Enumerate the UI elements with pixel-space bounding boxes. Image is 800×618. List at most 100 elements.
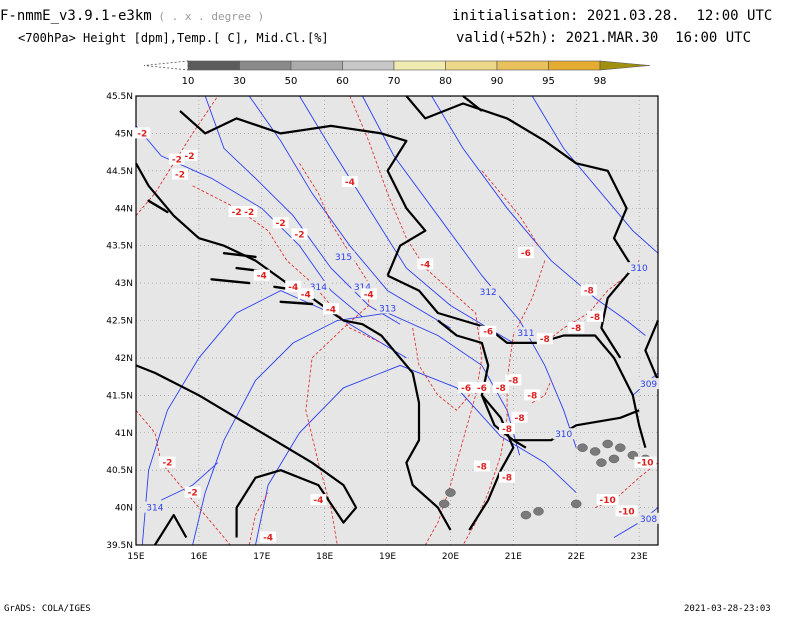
cloud-patch xyxy=(596,458,607,467)
temperature-contour-label: -4 xyxy=(301,290,311,300)
height-contour-label: 314 xyxy=(310,283,327,293)
height-label-bg xyxy=(351,280,374,292)
coast-border-line xyxy=(179,110,427,277)
height-label-bg xyxy=(332,250,355,262)
height-label-bg xyxy=(637,512,660,524)
temperature-contour-label: -2 xyxy=(295,230,305,240)
temp-label-bg xyxy=(181,149,198,161)
cloud-patch xyxy=(589,447,601,456)
height-contour xyxy=(531,95,659,254)
height-label-bg xyxy=(552,428,575,440)
temp-label-bg xyxy=(417,258,434,270)
colorbar-tick-label: 70 xyxy=(388,76,401,87)
colorbar-tick-label: 98 xyxy=(594,76,607,87)
temperature-contour-label: -8 xyxy=(502,474,512,484)
temp-label-bg xyxy=(568,321,585,333)
height-contour xyxy=(431,95,646,336)
temperature-contour-label: -8 xyxy=(508,376,518,386)
temperature-contour xyxy=(349,95,483,546)
colorbar-tick-label: 80 xyxy=(439,76,452,87)
latitude-label: 42.5N xyxy=(106,317,133,327)
latitude-label: 39.5N xyxy=(106,541,133,551)
colorbar-tick-label: 90 xyxy=(491,76,504,87)
height-label-bg xyxy=(514,327,537,339)
temp-label-bg xyxy=(241,205,258,217)
temp-label-bg xyxy=(310,494,327,506)
temp-label-bg xyxy=(580,284,597,296)
longitude-label: 23E xyxy=(631,552,648,562)
temperature-contour-label: -8 xyxy=(527,391,537,401)
temperature-contour-label: -4 xyxy=(263,534,273,544)
temp-label-bg xyxy=(458,381,475,393)
temperature-contour-label: -8 xyxy=(584,287,594,297)
coast-border-line xyxy=(644,320,660,381)
coast-border-line xyxy=(153,513,188,546)
latitude-label: 40N xyxy=(115,504,133,514)
temperature-contour-label: -8 xyxy=(496,384,506,394)
temperature-contour-label: -2 xyxy=(162,459,172,469)
longitude-label: 17E xyxy=(253,552,270,562)
colorbar-tick-label: 50 xyxy=(285,76,298,87)
longitude-label: 20E xyxy=(442,552,459,562)
temperature-contour-label: -2 xyxy=(172,156,182,166)
temperature-contour xyxy=(531,380,552,404)
coast-border-line xyxy=(405,95,634,359)
cloud-patch xyxy=(533,507,544,516)
height-contour xyxy=(192,312,521,546)
temperature-contour-label: -8 xyxy=(477,462,487,472)
temperature-contour-label: -4 xyxy=(420,260,430,270)
longitude-label: 16E xyxy=(190,552,207,562)
field-description: <700hPa> Height [dpm],Temp.[ C], Mid.Cl.… xyxy=(18,31,329,45)
valid-time: valid(+52h): 2021.MAR.30 16:00 UTC xyxy=(456,30,752,46)
temp-label-bg xyxy=(297,288,314,300)
height-contour-label: 314 xyxy=(146,504,163,514)
temperature-contour-label: -6 xyxy=(477,384,487,394)
temp-label-bg xyxy=(473,460,490,472)
temp-label-bg xyxy=(159,456,176,468)
latitude-label: 43N xyxy=(115,279,133,289)
temperature-contour-label: -10 xyxy=(637,459,653,469)
colorbar-high-arrow xyxy=(599,60,651,71)
temp-label-bg xyxy=(272,217,289,229)
temp-label-bg xyxy=(587,310,604,322)
temperature-contour-label: -4 xyxy=(313,496,323,506)
latitude-label: 45N xyxy=(115,129,133,139)
temp-label-bg xyxy=(285,280,302,292)
temp-label-bg xyxy=(134,127,151,139)
height-contour-label: 312 xyxy=(480,288,497,298)
cloud-colorbar: 10 30 50 60 70 80 90 95 98 xyxy=(143,60,651,87)
cloud-patch xyxy=(577,443,588,452)
cloud-patch xyxy=(615,443,626,452)
temp-label-bg xyxy=(291,228,308,240)
height-contour xyxy=(141,290,407,546)
cloud-patch xyxy=(445,488,456,497)
coast-border-line xyxy=(135,364,358,538)
temp-label-bg xyxy=(360,288,377,300)
temp-label-bg xyxy=(228,205,245,217)
longitude-label: 21E xyxy=(505,552,522,562)
latitude-label: 43.5N xyxy=(106,242,133,252)
colorbar-tick-label: 10 xyxy=(182,76,195,87)
temp-label-bg xyxy=(341,176,358,188)
temperature-contour-label: -2 xyxy=(175,171,185,181)
height-label-bg xyxy=(143,501,166,513)
height-contour xyxy=(135,125,363,318)
temp-label-bg xyxy=(473,381,490,393)
coast-border-line xyxy=(468,394,515,531)
height-contour-label: 309 xyxy=(640,380,657,390)
latitude-label: 41N xyxy=(115,429,133,439)
cloud-patch xyxy=(602,439,613,449)
temp-label-bg xyxy=(511,411,528,423)
height-contour-label: 313 xyxy=(379,305,396,315)
temperature-contour-label: -6 xyxy=(483,328,493,338)
height-label-bg xyxy=(637,378,660,390)
longitude-label: 18E xyxy=(316,552,333,562)
height-contour-label: 310 xyxy=(555,430,572,440)
island-outline xyxy=(222,251,257,259)
height-contour xyxy=(248,95,451,329)
temperature-contour-label: -6 xyxy=(461,384,471,394)
temperature-contour xyxy=(248,492,269,546)
height-contour-label: 311 xyxy=(517,329,534,339)
height-contour-label: 308 xyxy=(640,515,657,525)
